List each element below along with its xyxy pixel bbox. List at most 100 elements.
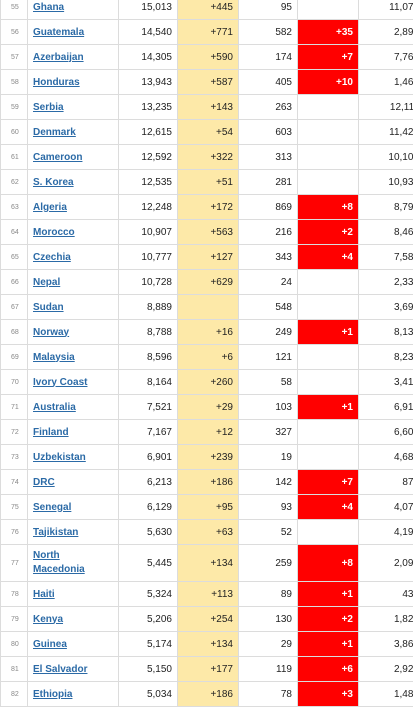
country-cell: Azerbaijan	[27, 44, 119, 70]
active-cases-cell: 7,588	[358, 244, 413, 270]
new-deaths-cell	[297, 294, 359, 320]
new-deaths-cell: +1	[297, 631, 359, 657]
country-cell: Sudan	[27, 294, 119, 320]
new-deaths-cell: +2	[297, 606, 359, 632]
country-link[interactable]: Uzbekistan	[33, 451, 86, 463]
country-cell: Ethiopia	[27, 681, 119, 707]
active-cases-cell: 11,422	[358, 119, 413, 145]
rank-cell: 63	[0, 194, 28, 220]
rank-cell: 70	[0, 369, 28, 395]
new-deaths-cell: +7	[297, 44, 359, 70]
country-link[interactable]: Ivory Coast	[33, 376, 88, 388]
new-cases-cell: +113	[177, 581, 239, 607]
country-link[interactable]: S. Korea	[33, 176, 74, 188]
total-cases-cell: 7,167	[118, 419, 178, 445]
new-cases-cell: +260	[177, 369, 239, 395]
total-deaths-cell: 216	[238, 219, 298, 245]
country-link[interactable]: Nepal	[33, 276, 61, 288]
country-link[interactable]: Ethiopia	[33, 688, 73, 700]
country-link[interactable]: Azerbaijan	[33, 51, 84, 63]
new-cases-cell: +629	[177, 269, 239, 295]
country-cell: Guatemala	[27, 19, 119, 45]
active-cases-cell: 2,897	[358, 19, 413, 45]
country-cell: Czechia	[27, 244, 119, 270]
new-deaths-cell: +8	[297, 544, 359, 582]
new-cases-cell: +563	[177, 219, 239, 245]
country-link[interactable]: Sudan	[33, 301, 64, 313]
country-link[interactable]: Czechia	[33, 251, 71, 263]
country-link[interactable]: El Salvador	[33, 663, 88, 675]
total-deaths-cell: 582	[238, 19, 298, 45]
country-link[interactable]: Senegal	[33, 501, 72, 513]
total-cases-cell: 13,943	[118, 69, 178, 95]
rank-cell: 64	[0, 219, 28, 245]
active-cases-cell: 870	[358, 469, 413, 495]
new-deaths-cell	[297, 119, 359, 145]
country-link[interactable]: Algeria	[33, 201, 67, 213]
total-deaths-cell: 19	[238, 444, 298, 470]
new-deaths-cell	[297, 269, 359, 295]
country-link[interactable]: North Macedonia	[33, 550, 85, 575]
new-deaths-cell	[297, 144, 359, 170]
country-link[interactable]: Australia	[33, 401, 76, 413]
total-deaths-cell: 29	[238, 631, 298, 657]
new-deaths-cell: +3	[297, 681, 359, 707]
country-link[interactable]: Kenya	[33, 613, 64, 625]
new-deaths-cell	[297, 419, 359, 445]
active-cases-cell: 10,100	[358, 144, 413, 170]
total-deaths-cell: 24	[238, 269, 298, 295]
new-deaths-cell: +1	[297, 581, 359, 607]
rank-cell: 55	[0, 0, 28, 20]
country-link[interactable]: Guinea	[33, 638, 67, 650]
country-link[interactable]: Finland	[33, 426, 69, 438]
country-link[interactable]: Ghana	[33, 1, 65, 13]
country-cell: S. Korea	[27, 169, 119, 195]
country-cell: Uzbekistan	[27, 444, 119, 470]
country-link[interactable]: Tajikistan	[33, 526, 79, 538]
new-deaths-cell	[297, 344, 359, 370]
new-cases-cell: +590	[177, 44, 239, 70]
active-cases-cell: 2,091	[358, 544, 413, 582]
active-cases-cell: 6,600	[358, 419, 413, 445]
country-cell: Ghana	[27, 0, 119, 20]
total-deaths-cell: 78	[238, 681, 298, 707]
rank-cell: 79	[0, 606, 28, 632]
rank-cell: 66	[0, 269, 28, 295]
country-link[interactable]: Serbia	[33, 101, 64, 113]
country-cell: Denmark	[27, 119, 119, 145]
total-deaths-cell: 263	[238, 94, 298, 120]
country-link[interactable]: DRC	[33, 476, 55, 488]
country-cell: North Macedonia	[27, 544, 119, 582]
country-link[interactable]: Morocco	[33, 226, 75, 238]
new-deaths-cell	[297, 0, 359, 20]
country-link[interactable]: Haiti	[33, 588, 55, 600]
total-cases-cell: 10,728	[118, 269, 178, 295]
country-link[interactable]: Honduras	[33, 76, 80, 88]
new-deaths-cell	[297, 94, 359, 120]
country-link[interactable]: Malaysia	[33, 351, 75, 363]
country-link[interactable]: Denmark	[33, 126, 76, 138]
total-cases-cell: 8,889	[118, 294, 178, 320]
country-link[interactable]: Cameroon	[33, 151, 83, 163]
new-deaths-cell: +35	[297, 19, 359, 45]
new-deaths-cell: +2	[297, 219, 359, 245]
country-cell: Ivory Coast	[27, 369, 119, 395]
rank-cell: 75	[0, 494, 28, 520]
total-deaths-cell: 249	[238, 319, 298, 345]
country-cell: Morocco	[27, 219, 119, 245]
active-cases-cell: 6,915	[358, 394, 413, 420]
country-cell: Malaysia	[27, 344, 119, 370]
total-deaths-cell: 103	[238, 394, 298, 420]
rank-cell: 68	[0, 319, 28, 345]
total-deaths-cell: 405	[238, 69, 298, 95]
active-cases-cell: 2,924	[358, 656, 413, 682]
country-link[interactable]: Norway	[33, 326, 70, 338]
country-link[interactable]: Guatemala	[33, 26, 85, 38]
